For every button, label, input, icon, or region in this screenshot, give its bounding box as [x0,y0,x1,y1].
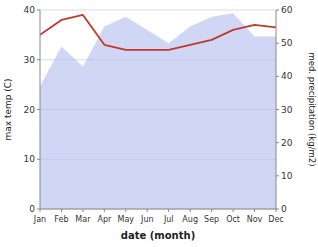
y2-tick [276,175,279,176]
y-tick [37,109,40,110]
y2-tick-label: 50 [281,38,293,48]
grid [40,10,276,209]
y2-tick-label: 40 [281,71,293,81]
x-tick-label: Feb [54,215,68,224]
x-tick [61,209,62,212]
y-tick [37,59,40,60]
y2-tick-label: 60 [281,5,293,15]
grid-line [40,10,276,11]
x-tick [40,209,41,212]
y-axis-label: max temp (C) [3,78,13,140]
y2-tick [276,109,279,110]
x-tick-label: Mar [75,215,91,224]
x-tick [168,209,169,212]
y2-tick-label: 30 [281,105,293,115]
y2-tick-label: 10 [281,171,293,181]
x-axis-label: date (month) [121,230,195,241]
chart: 0 10 20 30 40 0 10 20 30 40 50 60 Jan Feb Mar Apr May Jun… [0,0,318,247]
axes: 0 10 20 30 40 0 10 20 30 40 50 60 Jan Feb Mar Apr May Jun… [24,5,293,224]
x-axis-line [40,209,276,210]
y2-tick [276,76,279,77]
x-tick [211,209,212,212]
x-tick-label: Sep [204,215,219,224]
y2-tick [276,142,279,143]
y-tick [37,10,40,11]
x-tick-label: May [118,215,135,224]
y2-tick [276,10,279,11]
y2-tick-label: 0 [281,204,287,214]
x-tick [276,209,277,212]
y-tick-label: 30 [24,55,36,65]
x-tick-label: Aug [182,215,198,224]
y2-axis-label: med. precipitation (kg/m2) [307,52,317,166]
y-tick-label: 10 [24,154,36,164]
x-tick [82,209,83,212]
x-tick [190,209,191,212]
x-tick-label: Apr [97,215,112,224]
x-tick [125,209,126,212]
precipitation-area [40,13,276,209]
x-tick [104,209,105,212]
grid-line [40,209,276,210]
x-tick [147,209,148,212]
x-tick [233,209,234,212]
x-tick-label: Jun [140,215,154,224]
x-tick [254,209,255,212]
y2-tick [276,43,279,44]
y-tick [37,159,40,160]
x-tick-label: Nov [247,215,263,224]
y2-tick-label: 20 [281,138,293,148]
plot-data [40,13,276,209]
x-tick-label: Jan [33,215,46,224]
y-tick-label: 20 [24,105,36,115]
y-tick-label: 0 [29,204,35,214]
x-tick-label: Oct [226,215,240,224]
y-tick-label: 40 [24,5,36,15]
x-tick-label: Dec [268,215,283,224]
x-tick-label: Jul [163,215,174,224]
temperature-line [40,15,276,50]
